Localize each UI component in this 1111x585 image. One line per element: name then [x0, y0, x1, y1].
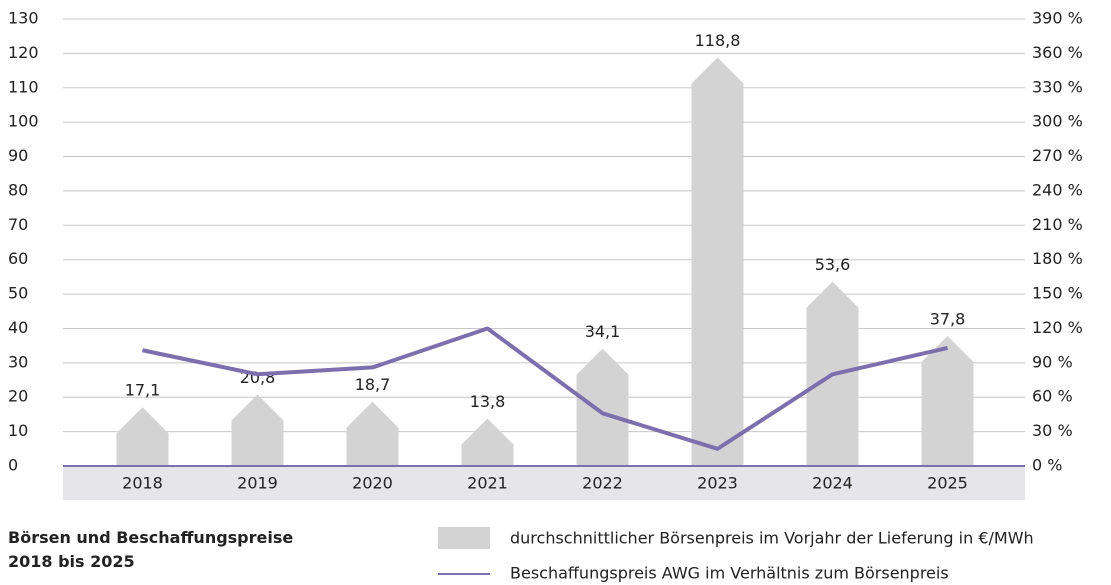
- x-axis-band: [63, 466, 1025, 500]
- bar: [346, 401, 399, 466]
- y2-tick-label: 330 %: [1032, 77, 1083, 96]
- bar: [691, 57, 744, 466]
- x-tick-label: 2024: [812, 474, 853, 493]
- y2-tick-label: 180 %: [1032, 249, 1083, 268]
- x-tick-label: 2018: [122, 474, 163, 493]
- y2-tick-label: 150 %: [1032, 284, 1083, 303]
- y-tick-label: 10: [8, 421, 28, 440]
- data-label: 13,8: [470, 392, 506, 411]
- bar: [461, 418, 514, 466]
- y2-tick-label: 0 %: [1032, 456, 1062, 475]
- y2-tick-label: 300 %: [1032, 112, 1083, 131]
- bar: [231, 394, 284, 466]
- y-tick-label: 30: [8, 352, 28, 371]
- y-tick-label: 130: [8, 9, 39, 28]
- x-tick-label: 2023: [697, 474, 738, 493]
- y-tick-label: 40: [8, 318, 28, 337]
- y-tick-label: 80: [8, 180, 28, 199]
- y2-tick-label: 270 %: [1032, 146, 1083, 165]
- y2-tick-label: 240 %: [1032, 180, 1083, 199]
- y-tick-label: 0: [8, 456, 18, 475]
- y-tick-label: 90: [8, 146, 28, 165]
- chart-title: Börsen und Beschaffungspreise 2018 bis 2…: [8, 528, 294, 571]
- y2-tick-label: 120 %: [1032, 318, 1083, 337]
- x-tick-label: 2020: [352, 474, 393, 493]
- data-label: 118,8: [695, 31, 741, 50]
- bar: [116, 407, 169, 466]
- y2-tick-label: 90 %: [1032, 352, 1073, 371]
- data-label: 17,1: [125, 381, 161, 400]
- data-label: 18,7: [355, 375, 391, 394]
- y-tick-label: 50: [8, 284, 28, 303]
- x-tick-label: 2021: [467, 474, 508, 493]
- y-tick-label: 110: [8, 77, 39, 96]
- y-tick-label: 20: [8, 387, 28, 406]
- x-tick-label: 2022: [582, 474, 623, 493]
- y-tick-label: 120: [8, 43, 39, 62]
- y2-tick-label: 30 %: [1032, 421, 1073, 440]
- y2-tick-label: 390 %: [1032, 9, 1083, 28]
- data-label: 37,8: [930, 310, 966, 329]
- y-tick-label: 70: [8, 215, 28, 234]
- legend-swatch: [438, 527, 490, 549]
- data-label: 53,6: [815, 255, 851, 274]
- line: [142, 326, 948, 451]
- legend-label: Beschaffungspreis AWG im Verhältnis zum …: [510, 564, 949, 583]
- bar: [576, 348, 629, 466]
- x-tick-label: 2019: [237, 474, 278, 493]
- data-label: 34,1: [585, 322, 621, 341]
- y-tick-label: 100: [8, 112, 39, 131]
- y2-tick-label: 60 %: [1032, 387, 1073, 406]
- bar: [921, 336, 974, 466]
- y-tick-label: 60: [8, 249, 28, 268]
- x-tick-label: 2025: [927, 474, 968, 493]
- y2-tick-label: 210 %: [1032, 215, 1083, 234]
- legend-label: durchschnittlicher Börsenpreis im Vorjah…: [510, 529, 1034, 548]
- y2-tick-label: 360 %: [1032, 43, 1083, 62]
